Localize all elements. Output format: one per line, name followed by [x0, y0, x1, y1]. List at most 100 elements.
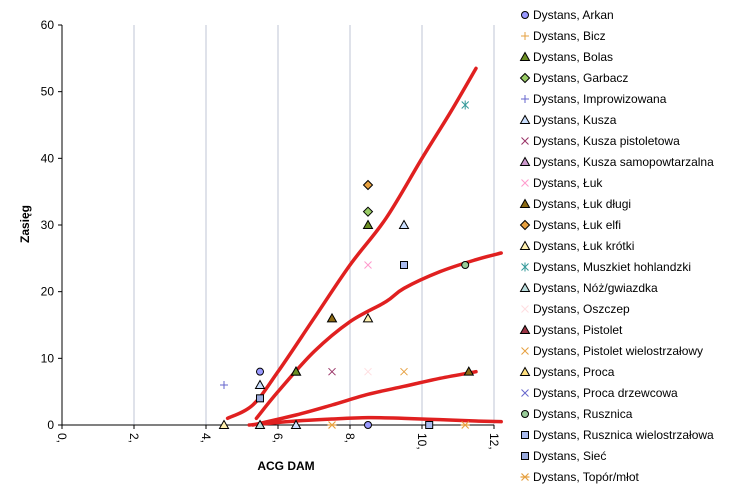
data-point	[290, 366, 302, 376]
y-tick-label: 40	[41, 151, 55, 165]
legend-item: Dystans, Topór/młot	[520, 470, 639, 484]
legend-label: Dystans, Kusza	[533, 113, 617, 127]
data-point	[362, 312, 374, 323]
grid	[133, 25, 495, 425]
data-point	[400, 261, 408, 269]
legend-item: Dystans, Rusznica	[521, 407, 633, 421]
y-tick-label: 20	[41, 285, 55, 299]
x-tick-label: 12,	[487, 433, 501, 450]
data-point	[400, 367, 408, 376]
data-point	[364, 261, 372, 269]
legend-item: Dystans, Pistolet wielostrzałowy	[521, 344, 703, 358]
data-point	[326, 312, 338, 323]
legend-marker	[521, 389, 529, 397]
legend-marker	[519, 324, 531, 334]
y-tick-label: 60	[41, 18, 55, 32]
legend-label: Dystans, Pistolet wielostrzałowy	[533, 344, 703, 358]
legend-label: Dystans, Łuk krótki	[533, 239, 634, 253]
legend-marker	[519, 240, 531, 250]
legend: Dystans, Arkan Dystans, Bicz Dystans, Bola…	[519, 8, 714, 484]
data-point	[290, 419, 302, 429]
trend-curve	[251, 369, 478, 427]
legend-item: Dystans, Kusza pistoletowa	[521, 134, 680, 148]
legend-marker	[519, 219, 531, 231]
legend-item: Dystans, Łuk	[521, 176, 603, 190]
x-tick-label: 6,	[271, 433, 285, 443]
legend-item: Dystans, Nóż/gwiazdka	[519, 281, 658, 295]
trend-curve	[247, 415, 503, 427]
legend-item: Dystans, Improwizowana	[521, 92, 667, 106]
legend-marker	[519, 51, 531, 61]
legend-label: Dystans, Rusznica	[533, 407, 633, 421]
legend-item: Dystans, Arkan	[521, 8, 614, 22]
legend-marker	[519, 72, 531, 84]
legend-item: Dystans, Proca	[519, 365, 615, 379]
legend-marker	[521, 347, 529, 355]
axes: 0 10 20 30 40 50 60 0, 2, 4, 6, 8, 10, 12,	[41, 18, 501, 450]
legend-marker	[519, 156, 531, 166]
legend-marker	[520, 473, 530, 481]
legend-item: Dystans, Oszczep	[521, 302, 630, 316]
data-point	[218, 419, 230, 429]
legend-label: Dystans, Sieć	[533, 449, 606, 463]
data-point	[328, 367, 336, 376]
y-tick-label: 0	[47, 418, 54, 432]
legend-item: Dystans, Pistolet	[519, 323, 623, 337]
legend-marker	[521, 262, 529, 272]
x-tick-label: 2,	[127, 433, 141, 443]
data-point	[425, 421, 434, 429]
y-tick-label: 50	[41, 85, 55, 99]
legend-marker	[521, 305, 529, 313]
data-point	[463, 366, 475, 376]
legend-label: Dystans, Bolas	[533, 50, 613, 64]
legend-label: Dystans, Topór/młot	[533, 470, 639, 484]
legend-label: Dystans, Pistolet	[533, 323, 623, 337]
data-points	[218, 100, 475, 429]
legend-marker	[519, 198, 531, 208]
legend-label: Dystans, Proca	[533, 365, 615, 379]
y-tick-label: 10	[41, 351, 55, 365]
trend-curves	[225, 66, 503, 427]
data-point	[364, 421, 372, 429]
legend-label: Dystans, Łuk długi	[533, 197, 631, 211]
legend-marker	[521, 410, 529, 418]
legend-label: Dystans, Łuk elfi	[533, 218, 621, 232]
legend-marker	[521, 179, 529, 187]
legend-label: Dystans, Rusznica wielostrzałowa	[533, 428, 714, 442]
y-tick-label: 30	[41, 218, 55, 232]
legend-label: Dystans, Arkan	[533, 8, 614, 22]
legend-marker	[521, 452, 529, 460]
legend-item: Dystans, Rusznica wielostrzałowa	[521, 428, 714, 442]
data-point	[256, 367, 264, 376]
legend-item: Dystans, Łuk krótki	[519, 239, 634, 253]
legend-marker	[519, 114, 531, 124]
x-tick-label: 4,	[199, 433, 213, 443]
legend-label: Dystans, Improwizowana	[533, 92, 667, 106]
legend-marker	[521, 11, 529, 19]
legend-label: Dystans, Kusza pistoletowa	[533, 134, 680, 148]
legend-item: Dystans, Bolas	[519, 50, 613, 64]
data-point	[460, 421, 470, 429]
legend-item: Dystans, Muszkiet hohlandzki	[521, 260, 691, 274]
data-point	[362, 206, 374, 217]
legend-label: Dystans, Garbacz	[533, 71, 628, 85]
legend-item: Dystans, Kusza	[519, 113, 617, 127]
legend-label: Dystans, Proca drzewcowa	[533, 386, 678, 400]
legend-label: Dystans, Łuk	[533, 176, 603, 190]
data-point	[362, 219, 374, 229]
trend-curve	[225, 66, 478, 421]
legend-label: Dystans, Muszkiet hohlandzki	[533, 260, 691, 274]
data-point	[254, 419, 266, 429]
y-axis-title: Zasięg	[18, 205, 32, 243]
legend-marker	[519, 282, 531, 292]
legend-label: Dystans, Oszczep	[533, 302, 630, 316]
data-point	[220, 381, 228, 389]
legend-marker	[521, 431, 529, 439]
data-point	[362, 179, 374, 191]
legend-label: Dystans, Nóż/gwiazdka	[533, 281, 658, 295]
x-tick-label: 10,	[415, 433, 429, 450]
x-axis-title: ACG DAM	[257, 459, 314, 473]
legend-label: Dystans, Bicz	[533, 29, 606, 43]
legend-marker	[521, 95, 529, 103]
